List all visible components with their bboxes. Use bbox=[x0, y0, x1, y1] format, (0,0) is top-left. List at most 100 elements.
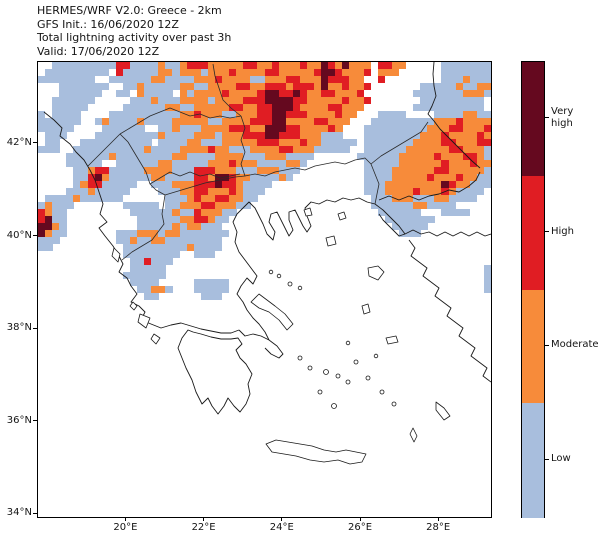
lightning-cell bbox=[172, 181, 180, 189]
lightning-cell bbox=[101, 146, 110, 154]
lightning-cell bbox=[406, 139, 414, 147]
lightning-cell bbox=[59, 230, 67, 238]
lightning-cell bbox=[52, 132, 60, 140]
lightning-cell bbox=[137, 237, 145, 245]
lightning-cell bbox=[115, 237, 124, 245]
lightning-cell bbox=[207, 286, 216, 294]
lightning-cell bbox=[137, 230, 145, 238]
lightning-cell bbox=[158, 111, 166, 119]
lightning-cell bbox=[398, 167, 407, 175]
lightning-cell bbox=[264, 146, 272, 154]
lightning-cell bbox=[214, 62, 223, 70]
lightning-cell bbox=[179, 132, 188, 140]
lightning-cell bbox=[200, 167, 209, 175]
lightning-cell bbox=[108, 118, 117, 126]
lightning-cell bbox=[342, 76, 350, 84]
lightning-cell bbox=[469, 62, 478, 70]
lightning-cell bbox=[200, 97, 209, 105]
lightning-cell bbox=[427, 181, 435, 189]
lightning-cell bbox=[179, 188, 188, 196]
lightning-cell bbox=[214, 76, 223, 84]
lightning-cell bbox=[299, 153, 308, 161]
lightning-cell bbox=[144, 293, 152, 301]
lightning-cell bbox=[144, 272, 152, 280]
lightning-cell bbox=[45, 209, 53, 217]
lightning-cell bbox=[257, 118, 265, 126]
lightning-cell bbox=[200, 83, 209, 91]
lightning-cell bbox=[370, 195, 379, 203]
lightning-cell bbox=[222, 167, 230, 175]
lightning-cell bbox=[130, 209, 138, 217]
lightning-cell bbox=[462, 69, 471, 77]
lightning-cell bbox=[243, 104, 251, 112]
lightning-cell bbox=[207, 76, 216, 84]
lightning-cell bbox=[321, 76, 329, 84]
lightning-cell bbox=[321, 97, 329, 105]
lightning-cell bbox=[122, 125, 131, 133]
lightning-cell bbox=[186, 223, 195, 231]
lightning-cell bbox=[377, 69, 386, 77]
lightning-cell bbox=[165, 167, 173, 175]
lightning-cell bbox=[73, 153, 81, 161]
lightning-cell bbox=[229, 97, 237, 105]
lightning-cell bbox=[52, 146, 60, 154]
lightning-cell bbox=[214, 146, 223, 154]
lightning-cell bbox=[151, 97, 159, 105]
lightning-cell bbox=[151, 258, 159, 266]
lightning-cell bbox=[335, 146, 343, 154]
lightning-cell bbox=[80, 83, 88, 91]
lightning-cell bbox=[413, 216, 421, 224]
lightning-cell bbox=[73, 181, 81, 189]
y-tick-label: 40°N bbox=[6, 229, 32, 241]
lightning-cell bbox=[115, 132, 124, 140]
lightning-cell bbox=[66, 90, 74, 98]
lightning-cell bbox=[448, 146, 456, 154]
lightning-cell bbox=[455, 132, 464, 140]
lightning-cell bbox=[462, 62, 471, 70]
lightning-cell bbox=[370, 146, 379, 154]
lightning-cell bbox=[165, 90, 173, 98]
lightning-cell bbox=[264, 111, 272, 119]
colorbar-segment-moderate bbox=[522, 289, 544, 404]
lightning-cell bbox=[384, 195, 393, 203]
lightning-cell bbox=[448, 111, 456, 119]
lightning-cell bbox=[278, 125, 287, 133]
lightning-cell bbox=[151, 286, 159, 294]
lightning-cell bbox=[73, 83, 81, 91]
lightning-cell bbox=[45, 76, 53, 84]
lightning-cell bbox=[434, 139, 442, 147]
lightning-cell bbox=[115, 160, 124, 168]
lightning-cell bbox=[264, 69, 272, 77]
lightning-cell bbox=[250, 188, 258, 196]
lightning-cell bbox=[94, 153, 103, 161]
lightning-cell bbox=[321, 62, 329, 70]
lightning-cell bbox=[406, 223, 414, 231]
lightning-cell bbox=[243, 76, 251, 84]
lightning-cell bbox=[137, 286, 145, 294]
lightning-cell bbox=[285, 111, 294, 119]
lightning-cell bbox=[137, 83, 145, 91]
lightning-cell bbox=[193, 216, 202, 224]
lightning-cell bbox=[250, 76, 258, 84]
lightning-cell bbox=[59, 111, 67, 119]
lightning-cell bbox=[165, 181, 173, 189]
lightning-cell bbox=[186, 244, 195, 252]
lightning-cell bbox=[115, 69, 124, 77]
lightning-cell bbox=[391, 132, 400, 140]
lightning-cell bbox=[299, 160, 308, 168]
lightning-cell bbox=[38, 111, 46, 119]
lightning-cell bbox=[193, 230, 202, 238]
lightning-cell bbox=[193, 76, 202, 84]
lightning-cell bbox=[370, 160, 379, 168]
lightning-cell bbox=[130, 104, 138, 112]
lightning-cell bbox=[243, 90, 251, 98]
lightning-cell bbox=[483, 76, 492, 84]
lightning-cell bbox=[278, 104, 287, 112]
lightning-cell bbox=[420, 139, 428, 147]
lightning-cell bbox=[398, 223, 407, 231]
lightning-cell bbox=[158, 76, 166, 84]
lightning-cell bbox=[370, 132, 379, 140]
lightning-cell bbox=[87, 195, 96, 203]
lightning-cell bbox=[377, 160, 386, 168]
